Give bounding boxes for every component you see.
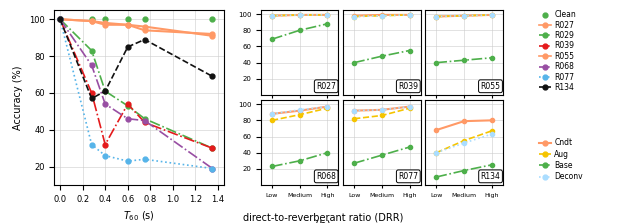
Text: R055: R055 — [481, 82, 500, 91]
Text: R134: R134 — [481, 172, 500, 181]
Text: R077: R077 — [398, 172, 419, 181]
Legend: Cndt, Aug, Base, Deconv: Cndt, Aug, Base, Deconv — [539, 138, 583, 181]
Text: direct-to-reverberant ratio (DRR): direct-to-reverberant ratio (DRR) — [243, 213, 403, 223]
Y-axis label: Accuracy (%): Accuracy (%) — [13, 65, 24, 130]
Text: R039: R039 — [398, 82, 419, 91]
X-axis label: $T_{60}$ (s): $T_{60}$ (s) — [123, 209, 155, 223]
Text: R027: R027 — [316, 82, 336, 91]
Text: R068: R068 — [316, 172, 336, 181]
Text: (b): (b) — [316, 219, 331, 223]
